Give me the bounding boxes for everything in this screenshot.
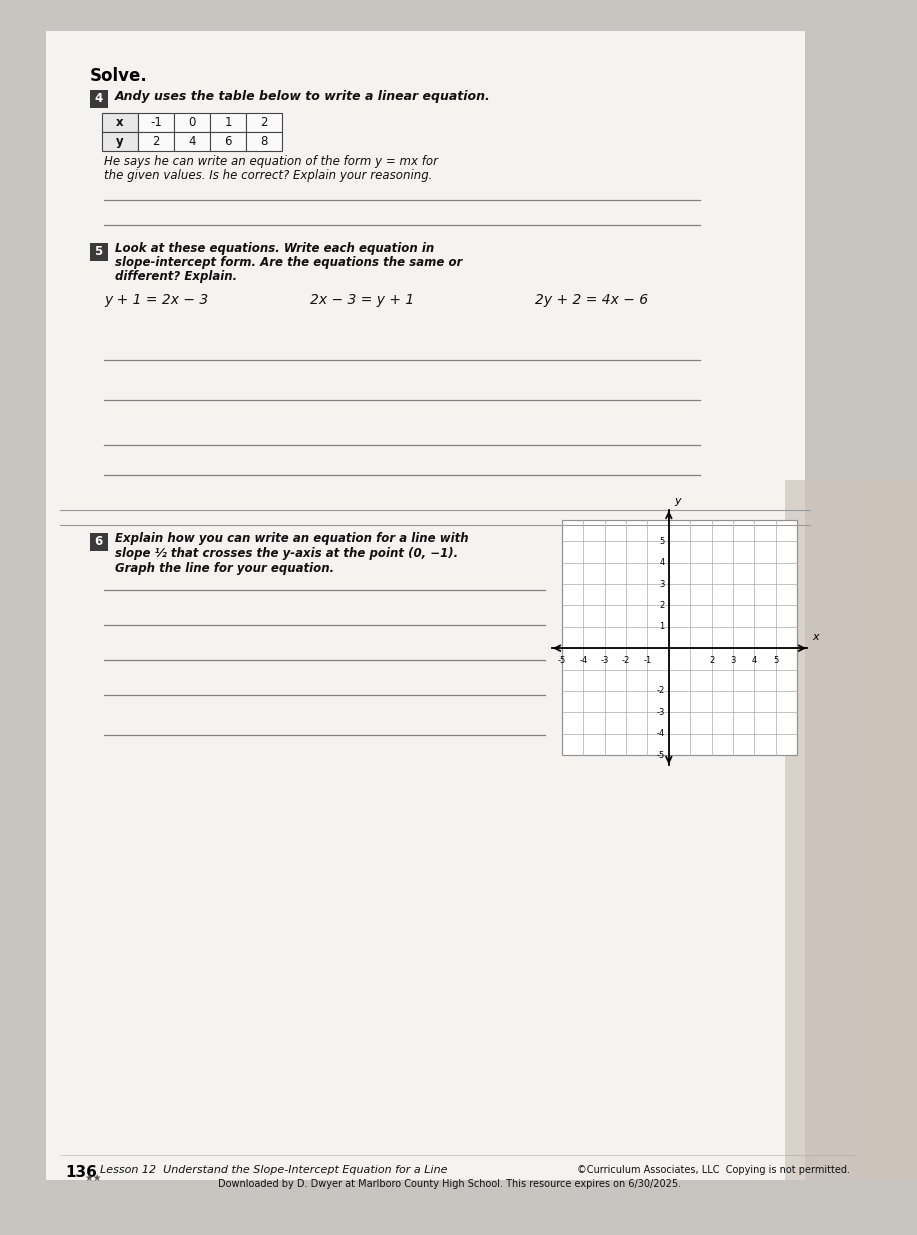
Text: slope-intercept form. Are the equations the same or: slope-intercept form. Are the equations … (115, 256, 462, 269)
Text: Andy uses the table below to write a linear equation.: Andy uses the table below to write a lin… (115, 90, 491, 103)
FancyBboxPatch shape (90, 89, 107, 107)
Text: -4: -4 (657, 729, 665, 739)
Text: 136: 136 (65, 1165, 97, 1179)
Bar (837, 480, 865, 1179)
Text: -2: -2 (622, 656, 630, 666)
Text: -3: -3 (657, 708, 665, 716)
Bar (45, 30, 805, 1179)
Text: 3: 3 (730, 656, 735, 666)
Text: -4: -4 (580, 656, 588, 666)
Text: -1: -1 (150, 116, 162, 128)
Bar (246, 112, 282, 132)
Bar (138, 132, 174, 151)
Text: 1: 1 (659, 622, 665, 631)
FancyBboxPatch shape (90, 532, 107, 551)
Text: He says he can write an equation of the form y = mx for: He says he can write an equation of the … (104, 156, 438, 168)
Text: -5: -5 (558, 656, 566, 666)
Bar (174, 132, 210, 151)
Text: 4: 4 (188, 135, 195, 148)
Text: 2: 2 (659, 601, 665, 610)
Text: different? Explain.: different? Explain. (115, 270, 238, 283)
Text: Lesson 12  Understand the Slope-Intercept Equation for a Line: Lesson 12 Understand the Slope-Intercept… (100, 1165, 447, 1174)
Text: Look at these equations. Write each equation in: Look at these equations. Write each equa… (115, 242, 435, 254)
Text: Downloaded by D. Dwyer at Marlboro County High School. This resource expires on : Downloaded by D. Dwyer at Marlboro Count… (218, 1179, 681, 1189)
Bar (889, 480, 917, 1179)
Bar (246, 132, 282, 151)
Text: Explain how you can write an equation for a line with: Explain how you can write an equation fo… (115, 532, 469, 545)
Text: slope ½ that crosses the y-axis at the point (0, −1).: slope ½ that crosses the y-axis at the p… (115, 547, 458, 559)
Bar (785, 480, 813, 1179)
Text: -2: -2 (657, 687, 665, 695)
Bar (174, 112, 210, 132)
Text: y + 1 = 2x − 3: y + 1 = 2x − 3 (104, 293, 208, 308)
Text: -5: -5 (657, 751, 665, 760)
FancyBboxPatch shape (90, 242, 107, 261)
Bar (210, 132, 246, 151)
Text: 4: 4 (659, 558, 665, 567)
Text: 2: 2 (152, 135, 160, 148)
Text: 8: 8 (260, 135, 268, 148)
Text: 4: 4 (752, 656, 757, 666)
Text: x: x (812, 632, 819, 642)
Bar (102, 132, 138, 151)
Text: Graph the line for your equation.: Graph the line for your equation. (115, 562, 334, 576)
Text: 2x − 3 = y + 1: 2x − 3 = y + 1 (310, 293, 414, 308)
Text: 5: 5 (659, 537, 665, 546)
Text: 2y + 2 = 4x − 6: 2y + 2 = 4x − 6 (535, 293, 648, 308)
Bar (863, 480, 891, 1179)
Text: x: x (116, 116, 124, 128)
Text: 0: 0 (188, 116, 195, 128)
Text: ★★: ★★ (84, 1173, 102, 1183)
Bar (562, 520, 797, 755)
Bar (785, 480, 917, 1179)
Text: 5: 5 (94, 245, 103, 258)
Text: y: y (674, 496, 680, 506)
Text: 1: 1 (225, 116, 232, 128)
Bar (138, 112, 174, 132)
Text: 2: 2 (709, 656, 714, 666)
Text: ©Curriculum Associates, LLC  Copying is not permitted.: ©Curriculum Associates, LLC Copying is n… (577, 1165, 850, 1174)
Text: -3: -3 (601, 656, 609, 666)
Text: the given values. Is he correct? Explain your reasoning.: the given values. Is he correct? Explain… (104, 169, 433, 182)
Text: 3: 3 (659, 579, 665, 589)
Text: 2: 2 (260, 116, 268, 128)
Bar (102, 112, 138, 132)
Text: 4: 4 (94, 91, 103, 105)
Text: -1: -1 (644, 656, 652, 666)
Text: 6: 6 (225, 135, 232, 148)
Bar (811, 480, 839, 1179)
Text: y: y (116, 135, 124, 148)
Text: Solve.: Solve. (90, 67, 148, 85)
Text: 5: 5 (773, 656, 779, 666)
Bar (210, 112, 246, 132)
Text: 6: 6 (94, 535, 103, 548)
